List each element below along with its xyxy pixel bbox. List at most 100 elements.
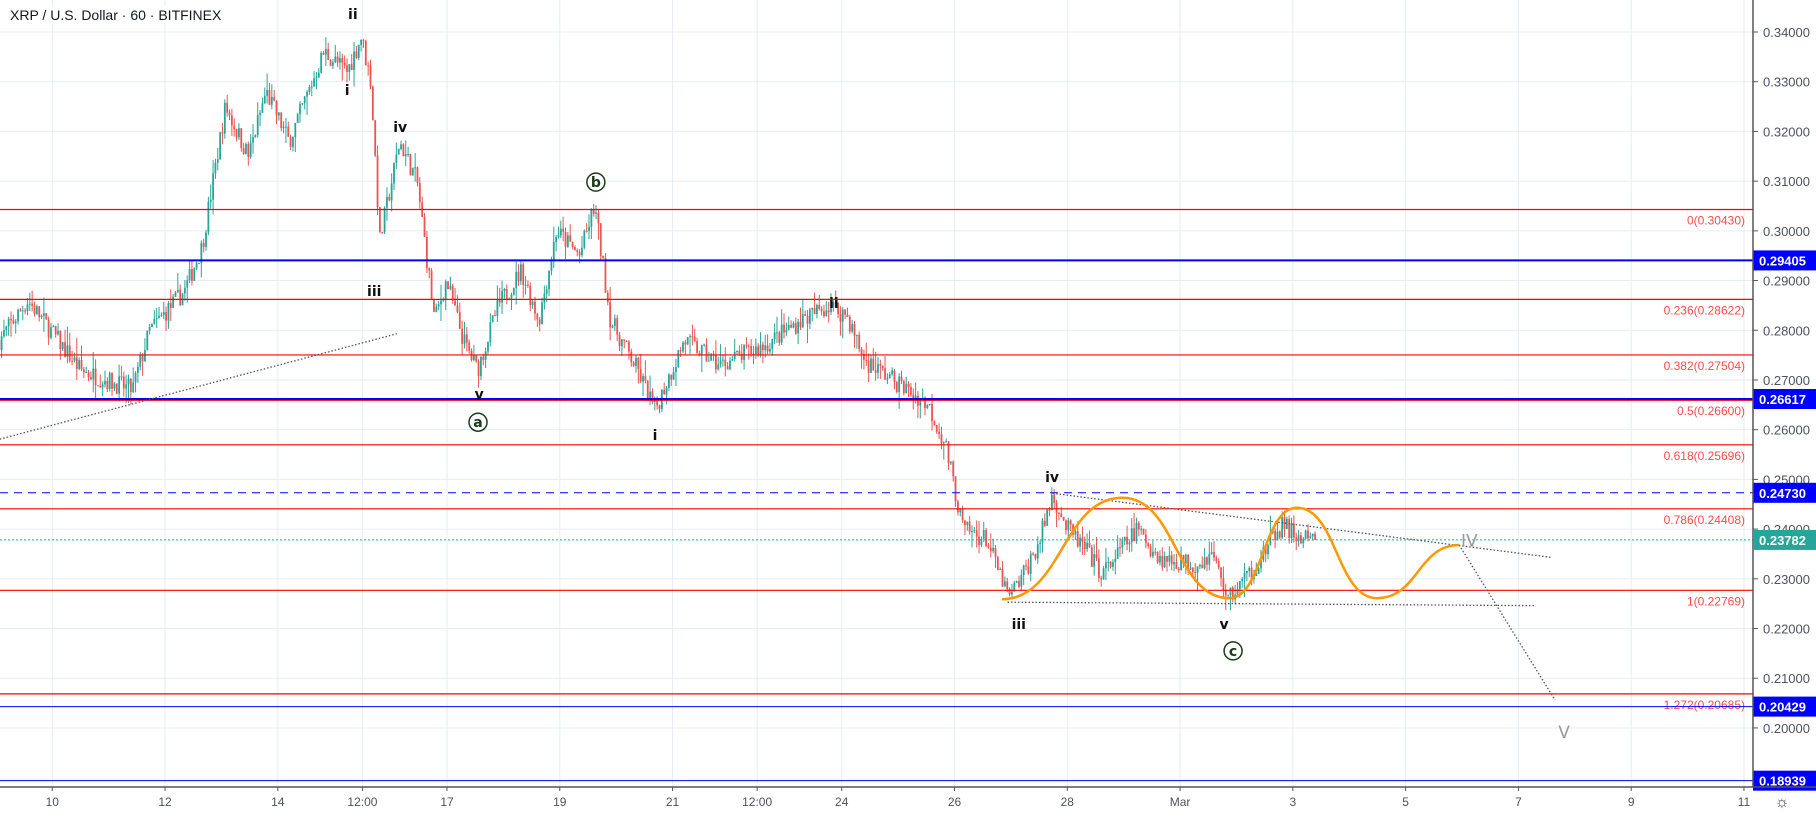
- candle-body: [68, 345, 71, 361]
- candle-body: [912, 394, 915, 399]
- candle-body: [783, 324, 785, 333]
- candle-body: [360, 39, 362, 45]
- candle-body: [1159, 555, 1161, 563]
- candle-body: [1081, 537, 1084, 542]
- candle-body: [501, 290, 503, 303]
- candle-body: [320, 53, 323, 73]
- candle-body: [790, 324, 792, 328]
- candle-body: [50, 327, 52, 338]
- candle-body: [167, 303, 170, 321]
- wave-label: V: [1558, 723, 1570, 743]
- candle-body: [801, 314, 804, 328]
- candle-body: [616, 318, 619, 335]
- candle-body: [273, 96, 276, 101]
- candle-body: [992, 547, 995, 552]
- candle-body: [1018, 581, 1020, 587]
- candle-body: [693, 336, 696, 342]
- candle-body: [811, 307, 814, 310]
- candle-body: [729, 360, 731, 370]
- wave-label: iv: [393, 120, 407, 136]
- candle-body: [1046, 509, 1049, 526]
- candle-body: [714, 354, 717, 370]
- candle-body: [186, 280, 189, 288]
- candle-body: [1027, 566, 1030, 574]
- candle-body: [122, 376, 125, 389]
- x-tick-label: 7: [1515, 795, 1522, 809]
- candle-body: [353, 51, 355, 70]
- candle-body: [458, 312, 461, 329]
- candle-body: [10, 318, 12, 321]
- wave-label: b: [591, 175, 601, 191]
- candle-body: [794, 323, 797, 334]
- candle-body: [827, 310, 830, 313]
- candle-body: [557, 235, 560, 238]
- candle-body: [559, 228, 562, 236]
- price-label-box: [1753, 482, 1816, 503]
- projection-path: [1001, 496, 1460, 601]
- candle-body: [978, 536, 980, 546]
- drawings: [0, 333, 1556, 701]
- candle-body: [343, 62, 346, 66]
- candle-body: [618, 334, 621, 347]
- candle-body: [987, 546, 990, 548]
- candle-body: [191, 269, 193, 281]
- candle-body: [480, 356, 482, 377]
- candle-body: [1147, 543, 1150, 547]
- candle-body: [378, 207, 381, 233]
- x-tick-label: 12:00: [347, 795, 377, 809]
- candle-body: [773, 332, 776, 339]
- candle-body: [1269, 533, 1272, 546]
- candle-body: [989, 547, 992, 552]
- candle-body: [1119, 547, 1121, 549]
- candle-body: [863, 354, 865, 360]
- candle-body: [404, 154, 407, 157]
- candle-body: [881, 365, 884, 369]
- candle-body: [830, 307, 832, 313]
- candle-body: [174, 292, 177, 297]
- candle-body: [1114, 558, 1117, 563]
- candle-body: [649, 391, 651, 401]
- candle-body: [940, 434, 943, 443]
- candle-body: [1168, 555, 1171, 562]
- candle-body: [975, 530, 978, 537]
- time-axis-bg: [0, 787, 1753, 817]
- candle-body: [891, 370, 894, 375]
- candle-body: [1074, 531, 1077, 535]
- candle-body: [179, 289, 182, 306]
- candle-body: [223, 102, 226, 134]
- candle-body: [468, 342, 471, 351]
- candle-body: [129, 378, 132, 393]
- candle-body: [1206, 557, 1208, 565]
- candle-body: [428, 268, 431, 271]
- candle-body: [115, 383, 118, 394]
- candle-body: [999, 568, 1002, 570]
- candle-body: [1032, 553, 1034, 555]
- candle-body: [494, 315, 496, 317]
- fib-level-label: 0.618(0.25696): [1664, 449, 1745, 463]
- candle-body: [860, 349, 863, 355]
- candle-body: [841, 309, 844, 322]
- candle-body: [1142, 528, 1145, 535]
- candle-body: [1215, 557, 1218, 562]
- candle-body: [1163, 556, 1166, 568]
- candle-body: [336, 56, 339, 63]
- candle-body: [1281, 517, 1284, 538]
- candle-body: [289, 136, 292, 147]
- candle-body: [964, 520, 966, 526]
- candle-body: [127, 378, 130, 385]
- candle-body: [247, 144, 250, 158]
- candle-body: [1227, 594, 1229, 596]
- candle-body: [531, 301, 534, 306]
- candle-body: [101, 384, 104, 388]
- wave-label: iii: [367, 284, 381, 300]
- candle-body: [1011, 591, 1013, 595]
- candle-body: [136, 366, 139, 374]
- candle-body: [5, 326, 8, 331]
- candle-body: [952, 461, 955, 477]
- candle-body: [555, 237, 558, 243]
- settings-gear-icon[interactable]: ☼: [1774, 794, 1790, 811]
- candle-body: [804, 314, 807, 316]
- candle-body: [672, 372, 675, 380]
- candle-body: [808, 309, 811, 324]
